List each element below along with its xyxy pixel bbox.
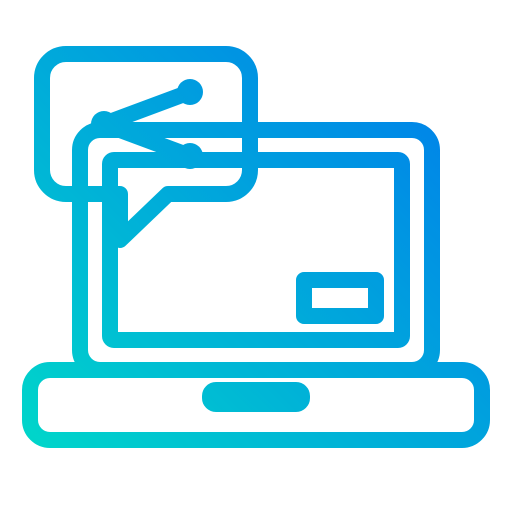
share-node-1 <box>177 143 203 169</box>
share-node-0 <box>177 79 203 105</box>
laptop-trackpad <box>210 390 302 404</box>
share-node-2 <box>91 111 117 137</box>
laptop-share-icon <box>0 0 512 512</box>
screen-button <box>304 280 376 316</box>
share-edge-0 <box>104 92 190 124</box>
